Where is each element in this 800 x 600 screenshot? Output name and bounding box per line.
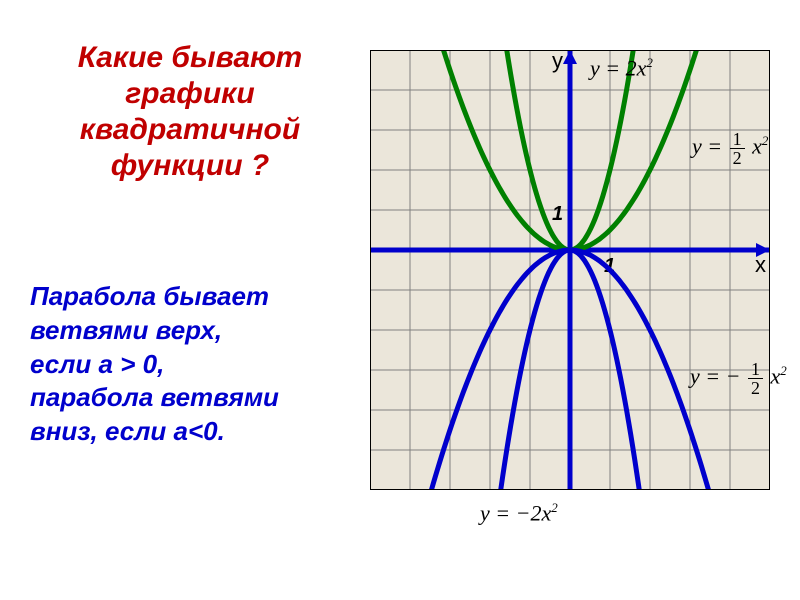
svg-text:х: х bbox=[755, 252, 766, 277]
svg-text:у: у bbox=[552, 50, 563, 73]
formula-neg-2x2: y = −2x2 bbox=[480, 500, 558, 526]
explain-l4: парабола ветвями bbox=[30, 382, 279, 412]
svg-text:1: 1 bbox=[552, 203, 563, 225]
formula-2x2: y = 2x2 bbox=[590, 55, 653, 81]
explain-l5: вниз, если а<0. bbox=[30, 416, 225, 446]
formula-neg-half-x2: y = − 12 x2 bbox=[690, 360, 787, 397]
explain-l3: если а > 0, bbox=[30, 349, 164, 379]
explain-l2: ветвями верх, bbox=[30, 315, 222, 345]
page-title: Какие бывают графики квадратичной функци… bbox=[30, 40, 350, 184]
explain-l1: Парабола бывает bbox=[30, 281, 269, 311]
explanation-text: Парабола бывает ветвями верх, если а > 0… bbox=[30, 280, 370, 449]
parabola-chart: ху11 bbox=[370, 50, 770, 490]
formula-half-x2: y = 12 x2 bbox=[692, 130, 768, 167]
chart-area: ху11 bbox=[370, 50, 770, 490]
